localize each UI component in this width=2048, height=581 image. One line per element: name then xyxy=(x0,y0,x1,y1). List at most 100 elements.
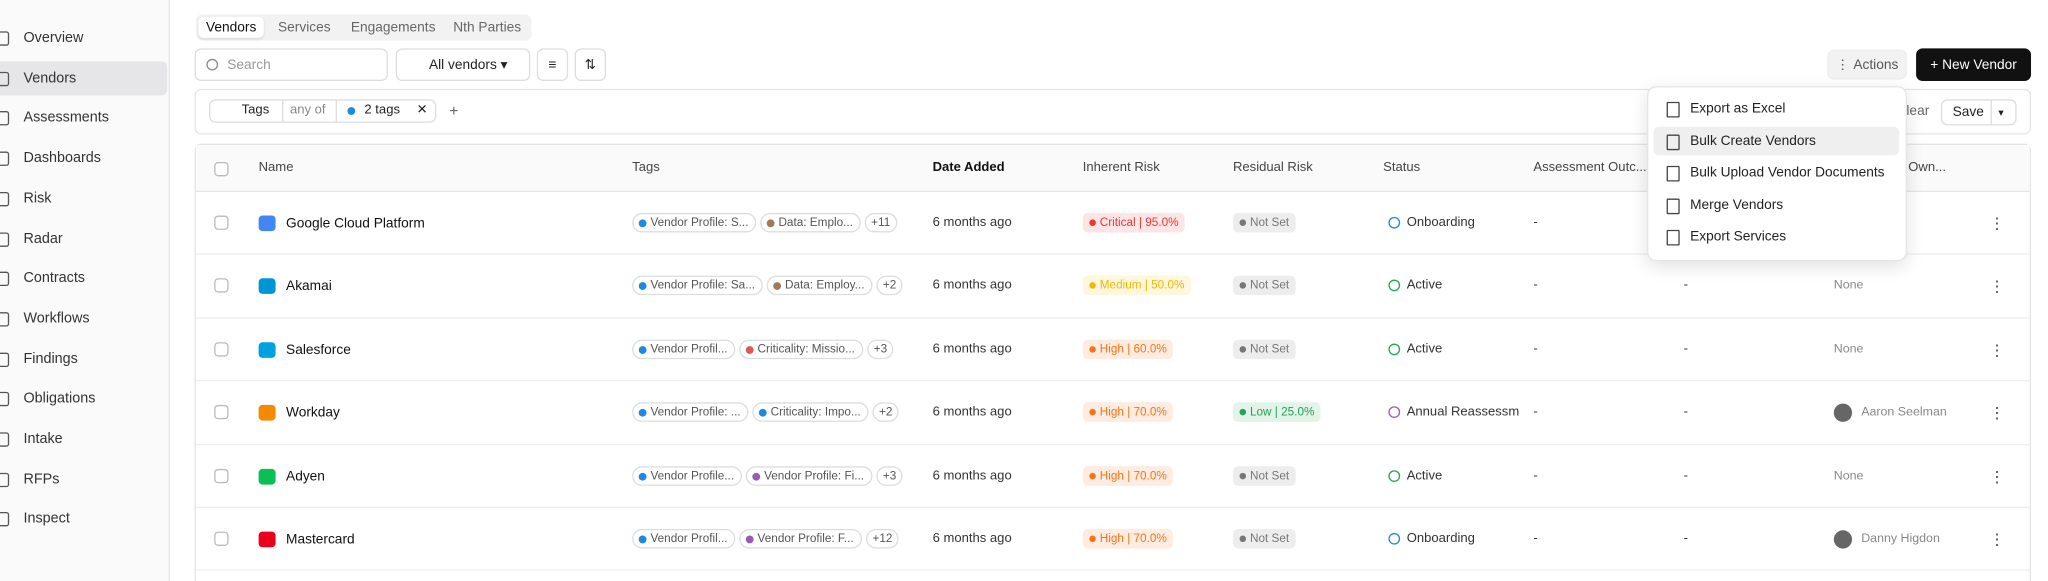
vendor-name[interactable]: Workday xyxy=(286,405,340,421)
nav-icon xyxy=(0,352,10,367)
tag-chip: Data: Emplo... xyxy=(760,212,861,233)
vendor-logo xyxy=(258,531,276,548)
vendor-name[interactable]: Mastercard xyxy=(286,531,355,548)
assessment-outcome: - xyxy=(1533,278,1538,294)
row-checkbox[interactable] xyxy=(214,341,229,357)
tag-dot xyxy=(638,345,647,354)
column-header: Residual Risk xyxy=(1232,160,1313,176)
assessment-outcome: - xyxy=(1533,531,1538,546)
status-icon xyxy=(1388,216,1401,229)
more-tags: +3 xyxy=(876,465,903,486)
row-checkbox[interactable] xyxy=(214,531,229,546)
menu-item[interactable]: Export Services xyxy=(1654,223,1900,252)
row-menu[interactable]: ⋮ xyxy=(1989,403,2005,423)
nav-item[interactable]: Findings xyxy=(0,342,167,376)
nav-icon xyxy=(0,432,10,447)
tab[interactable]: Vendors xyxy=(198,16,264,38)
add-filter[interactable]: + xyxy=(449,101,459,121)
nav-icon xyxy=(0,392,10,407)
row xyxy=(195,318,2030,382)
tag-dot xyxy=(745,535,754,544)
vendor-logo xyxy=(258,341,276,358)
new-vendor-button[interactable]: + New Vendor xyxy=(1916,48,2032,81)
nav-item[interactable]: Workflows xyxy=(0,302,167,336)
tab[interactable]: Nth Parties xyxy=(453,19,522,36)
actions-button[interactable]: ⋮ Actions xyxy=(1827,49,1907,80)
nav-item[interactable]: Risk xyxy=(0,181,167,215)
tag-dot xyxy=(752,472,761,481)
sidebar xyxy=(0,0,170,581)
status: Onboarding xyxy=(1406,215,1475,230)
tag-chip: Vendor Profil... xyxy=(632,339,736,359)
nav-item[interactable]: Inspect xyxy=(0,502,167,536)
view-select[interactable]: All vendors ▾ xyxy=(395,48,531,81)
nav-item[interactable]: Contracts xyxy=(0,261,167,295)
risk-dot xyxy=(1239,282,1247,290)
menu-item[interactable]: Bulk Upload Vendor Documents xyxy=(1654,158,1900,187)
owner: None xyxy=(1833,468,1864,483)
row-menu[interactable]: ⋮ xyxy=(1989,530,2005,549)
row-checkbox[interactable] xyxy=(214,468,229,483)
save-menu[interactable]: ▾ xyxy=(1998,106,2004,119)
risk-dot xyxy=(1239,409,1247,416)
residual-risk: Not Set xyxy=(1232,528,1296,549)
tag-chip: Data: Employ... xyxy=(766,276,873,296)
filter-field: Tags xyxy=(241,103,270,118)
menu-item[interactable]: Export as Excel xyxy=(1654,94,1900,123)
menu-icon xyxy=(1666,198,1680,214)
tag-chip: Vendor Profile... xyxy=(632,465,742,486)
divider xyxy=(335,100,337,122)
row-checkbox[interactable] xyxy=(214,405,229,420)
nav-item[interactable]: Overview xyxy=(0,21,167,55)
vendor-name[interactable]: Google Cloud Platform xyxy=(286,215,425,232)
settings-button[interactable]: ⇅ xyxy=(574,48,607,81)
cell-value: - xyxy=(1683,531,1688,546)
assessment-outcome: - xyxy=(1533,468,1538,483)
column-header: Name xyxy=(258,160,294,176)
row-menu[interactable]: ⋮ xyxy=(1989,340,2005,359)
tab[interactable]: Engagements xyxy=(350,19,436,36)
search-icon xyxy=(206,58,219,71)
nav-item[interactable]: Radar xyxy=(0,221,167,255)
menu-item[interactable]: Bulk Create Vendors xyxy=(1653,126,1900,155)
new-vendor-label: + New Vendor xyxy=(1930,56,2017,73)
inherent-risk: Medium | 50.0% xyxy=(1082,276,1192,296)
risk-dot xyxy=(1089,472,1096,479)
vendor-name[interactable]: Adyen xyxy=(286,468,325,485)
row-checkbox[interactable] xyxy=(214,278,229,294)
status-icon xyxy=(1388,280,1401,292)
save-button[interactable]: Save ▾ xyxy=(1940,99,2017,126)
vendor-logo xyxy=(258,405,276,421)
row-checkbox[interactable] xyxy=(214,215,229,230)
vendor-name[interactable]: Akamai xyxy=(286,278,332,295)
row-menu[interactable]: ⋮ xyxy=(1989,467,2005,486)
status-icon xyxy=(1388,343,1401,355)
menu-item[interactable]: Merge Vendors xyxy=(1654,190,1900,219)
date-added: 6 months ago xyxy=(932,215,1012,230)
nav-icon xyxy=(0,512,10,527)
row xyxy=(195,445,2030,509)
row-menu[interactable]: ⋮ xyxy=(1989,277,2005,296)
row-menu[interactable]: ⋮ xyxy=(1989,214,2005,233)
nav-item[interactable]: Dashboards xyxy=(0,141,167,175)
menu-icon xyxy=(1666,133,1680,150)
nav-item[interactable]: RFPs xyxy=(0,462,167,496)
tab[interactable]: Services xyxy=(278,19,331,36)
actions-label: Actions xyxy=(1853,56,1899,73)
cell-value: - xyxy=(1683,341,1688,357)
more-tags: +2 xyxy=(876,276,903,296)
nav-item[interactable]: Obligations xyxy=(0,382,167,416)
vendor-name[interactable]: Salesforce xyxy=(286,341,351,358)
risk-dot xyxy=(1239,345,1247,353)
remove-filter[interactable]: ✕ xyxy=(416,103,428,118)
search-box[interactable]: Search xyxy=(194,48,388,81)
nav-item[interactable]: Intake xyxy=(0,422,167,456)
nav-item[interactable]: Vendors xyxy=(0,60,168,95)
tag-chip: Vendor Profile: S... xyxy=(632,212,757,233)
header-checkbox[interactable] xyxy=(214,161,229,177)
menu-icon xyxy=(1666,101,1680,118)
filter-button[interactable]: ≡ xyxy=(536,48,569,81)
nav-item[interactable]: Assessments xyxy=(0,101,167,135)
column-header: Date Added xyxy=(932,160,1005,176)
filter-chip: Tags any of 2 tags ✕ xyxy=(208,99,437,123)
